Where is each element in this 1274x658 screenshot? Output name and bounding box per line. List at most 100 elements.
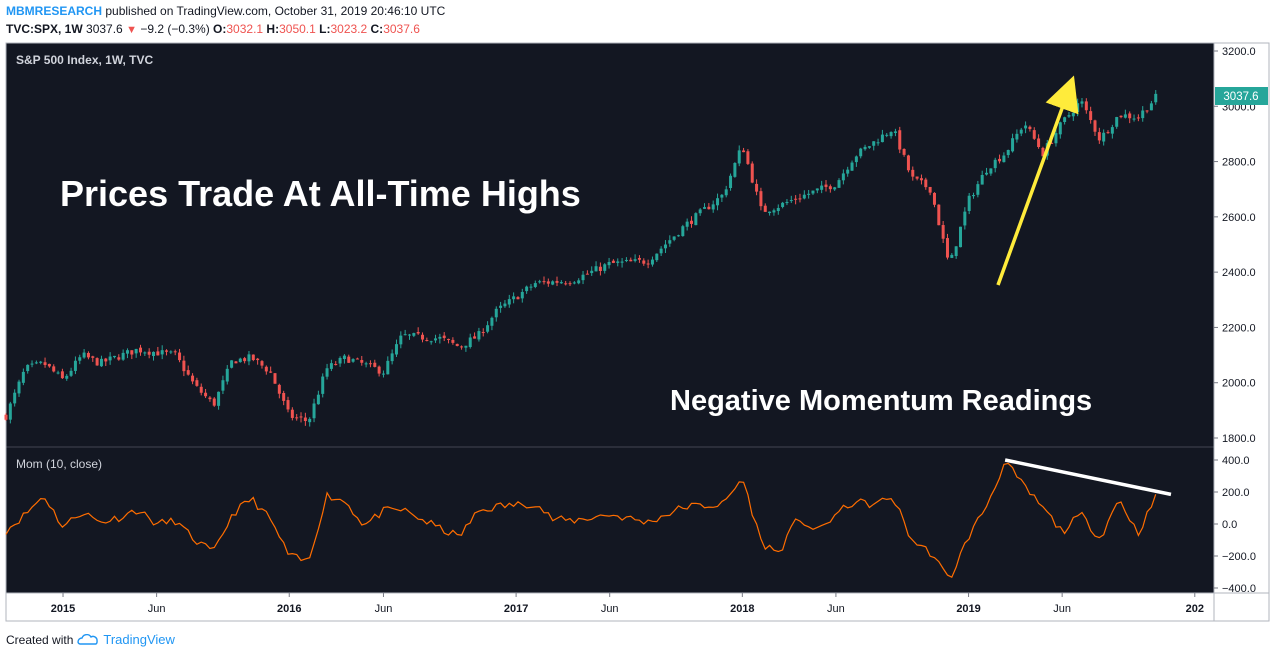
candle <box>1054 129 1058 147</box>
candle <box>308 417 312 427</box>
candle <box>876 138 880 146</box>
time-axis[interactable] <box>6 593 1214 621</box>
candle <box>381 370 385 378</box>
price-tick-label: 1800.0 <box>1222 433 1256 445</box>
candle <box>833 186 837 191</box>
candle <box>52 364 56 373</box>
annotation-negative-momentum: Negative Momentum Readings <box>670 385 1092 417</box>
candle <box>117 354 121 361</box>
time-tick-label: 2018 <box>730 603 754 615</box>
candle <box>160 345 164 360</box>
candle <box>290 407 294 421</box>
candle <box>204 388 208 399</box>
candle <box>1149 100 1153 111</box>
candle <box>616 258 620 267</box>
candle <box>581 270 585 285</box>
candle <box>555 276 559 287</box>
candle <box>507 294 511 308</box>
candle <box>234 361 238 364</box>
symbol-label: TVC:SPX, 1W <box>6 22 83 36</box>
footer: Created with TradingView <box>6 632 175 647</box>
candle <box>789 195 793 203</box>
candle <box>99 355 103 367</box>
candle <box>1119 115 1123 119</box>
candle <box>208 396 212 402</box>
candle <box>243 356 247 364</box>
candle <box>247 351 251 366</box>
candle <box>468 333 472 349</box>
low-label: L: <box>319 22 331 36</box>
candle <box>360 355 364 366</box>
candle <box>676 234 680 237</box>
last-price: 3037.6 <box>86 22 123 36</box>
candle <box>902 148 906 157</box>
down-triangle-icon: ▼ <box>126 24 137 36</box>
author-link[interactable]: MBMRESEARCH <box>6 4 102 18</box>
candle <box>729 173 733 191</box>
candle <box>399 331 403 349</box>
candle <box>768 211 772 216</box>
chart-area[interactable]: 3200.03000.02800.02600.02400.02200.02000… <box>0 0 1274 630</box>
candle <box>763 203 767 212</box>
candle <box>47 363 51 368</box>
candle <box>755 179 759 196</box>
candle <box>585 270 589 275</box>
candle <box>906 154 910 173</box>
candle <box>494 306 498 322</box>
candle <box>642 258 646 266</box>
candle <box>264 365 268 375</box>
time-tick-label: 202 <box>1186 603 1204 615</box>
candle <box>815 188 819 194</box>
candle <box>412 332 416 338</box>
candle <box>108 352 112 365</box>
uptrend-arrow <box>996 75 1079 286</box>
tradingview-brand[interactable]: TradingView <box>103 632 175 647</box>
candle <box>1145 110 1149 114</box>
candle <box>737 145 741 167</box>
candle <box>1019 127 1023 137</box>
candle <box>668 235 672 247</box>
candle <box>646 259 650 269</box>
candle <box>824 180 828 192</box>
candle <box>720 194 724 203</box>
last-price-badge-text: 3037.6 <box>1223 91 1258 103</box>
candle <box>1037 134 1041 149</box>
candle <box>199 383 203 396</box>
candle <box>759 187 763 211</box>
price-tick-label: 2400.0 <box>1222 267 1256 279</box>
candle <box>13 389 17 407</box>
candle <box>295 414 299 421</box>
price-tick-label: 2200.0 <box>1222 322 1256 334</box>
candle <box>481 328 485 337</box>
candle <box>837 178 841 188</box>
candle <box>976 180 980 198</box>
time-tick-label: 2016 <box>277 603 301 615</box>
candle <box>1102 129 1106 146</box>
candle <box>477 327 481 342</box>
candle <box>985 167 989 176</box>
time-tick-label: Jun <box>601 603 619 615</box>
candle <box>980 170 984 185</box>
price-axis[interactable] <box>1214 43 1269 593</box>
candle <box>95 357 99 366</box>
time-tick-label: 2019 <box>956 603 980 615</box>
candle <box>373 359 377 368</box>
candle <box>1154 90 1158 105</box>
candle <box>334 361 338 366</box>
candle <box>958 226 962 248</box>
candle <box>1028 125 1032 132</box>
candle <box>416 327 420 335</box>
candle <box>351 358 355 363</box>
candle <box>4 413 8 421</box>
candle <box>937 204 941 226</box>
candle <box>43 357 47 368</box>
candle <box>594 261 598 272</box>
candle <box>1084 98 1088 114</box>
candle <box>130 350 134 360</box>
candle <box>273 373 277 384</box>
high-label: H: <box>266 22 280 36</box>
candle <box>520 288 524 303</box>
candle <box>893 128 897 137</box>
candle <box>434 334 438 343</box>
candle <box>1041 146 1045 157</box>
